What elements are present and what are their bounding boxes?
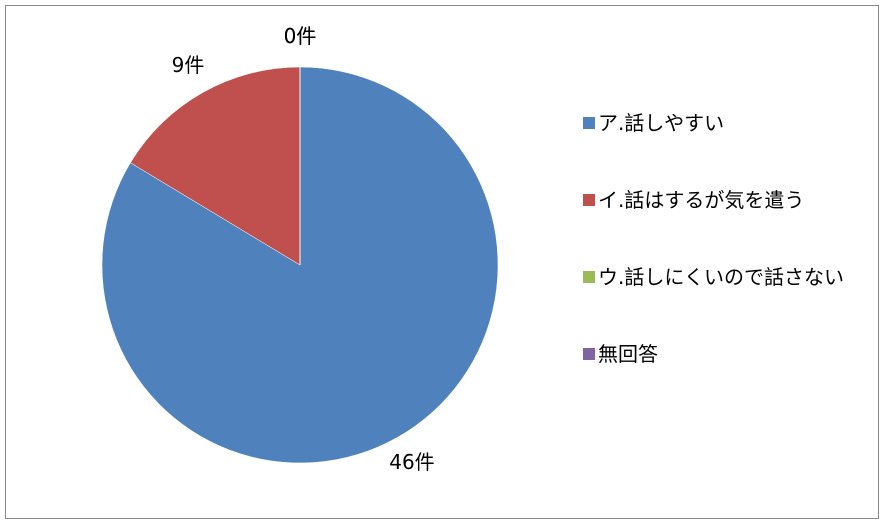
data-label: 9件 xyxy=(172,53,205,77)
legend-label: ウ.話しにくいので話さない xyxy=(598,265,844,289)
legend-item: 無回答 xyxy=(583,343,868,365)
data-label: 0件 xyxy=(284,24,317,48)
legend-swatch xyxy=(583,117,595,129)
legend-item: ウ.話しにくいので話さない xyxy=(583,266,868,288)
legend-swatch xyxy=(583,348,595,360)
data-label: 0件 xyxy=(284,24,317,48)
legend-label: ア.話しやすい xyxy=(598,111,725,135)
pie-slice xyxy=(130,66,301,266)
legend-swatch xyxy=(583,271,595,283)
data-label: 46件 xyxy=(389,450,434,474)
legend: ア.話しやすいイ.話はするが気を遣うウ.話しにくいので話さない 無回答 xyxy=(583,112,868,420)
legend-label: イ.話はするが気を遣う xyxy=(598,188,805,212)
legend-item: ア.話しやすい xyxy=(583,112,868,134)
legend-label: 無回答 xyxy=(598,342,658,366)
legend-item: イ.話はするが気を遣う xyxy=(583,189,868,211)
legend-swatch xyxy=(583,194,595,206)
